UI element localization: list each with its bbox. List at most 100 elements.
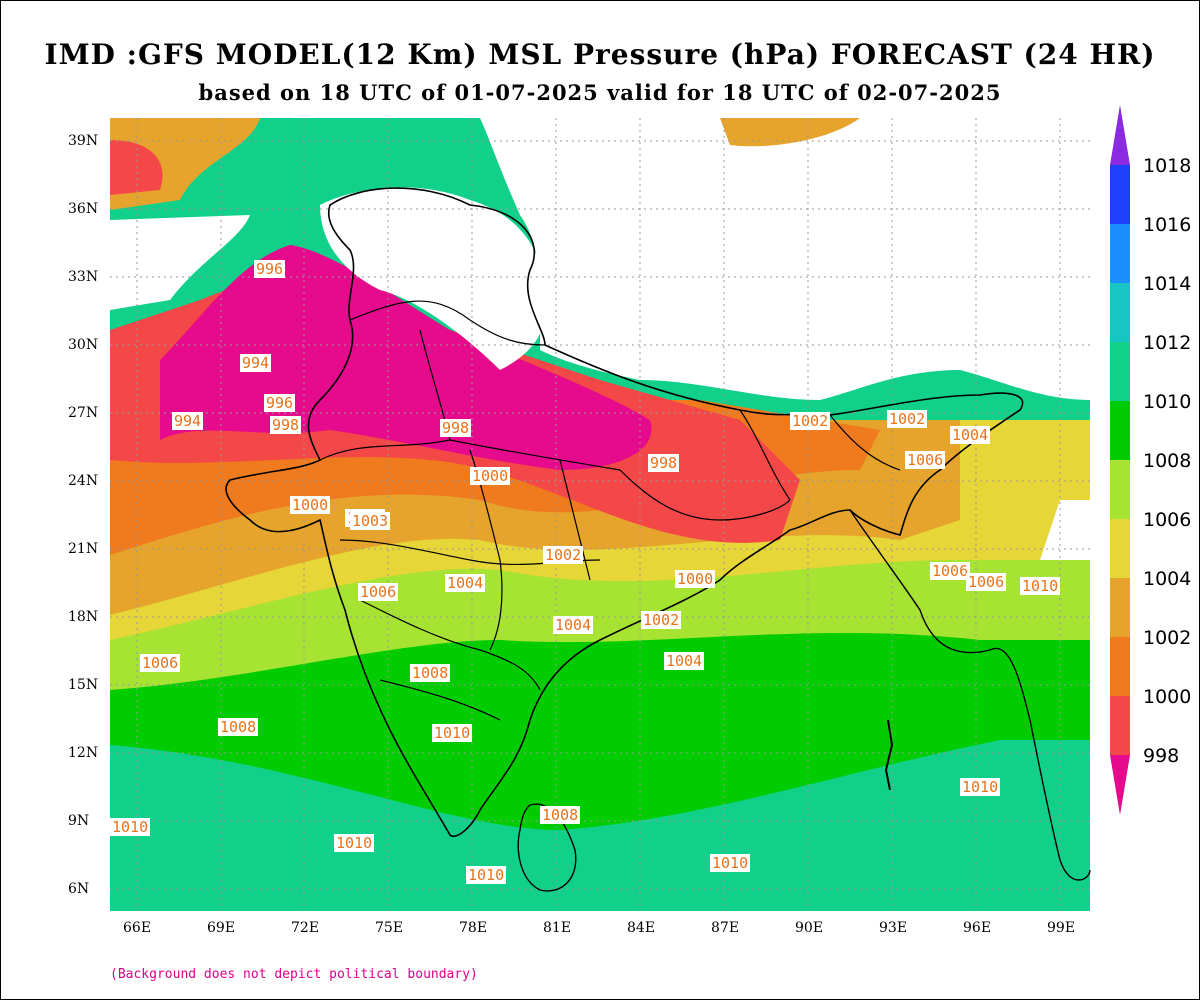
svg-text:1010: 1010 xyxy=(468,866,504,884)
contour-label: 1002 xyxy=(790,412,830,430)
svg-text:1000: 1000 xyxy=(472,467,508,485)
colorbar-segment xyxy=(1110,342,1130,401)
svg-text:1000: 1000 xyxy=(677,570,713,588)
band-below-998 xyxy=(160,245,652,470)
latitude-label: 36N xyxy=(68,201,99,217)
contour-label: 1004 xyxy=(664,652,704,670)
contour-label: 998 xyxy=(270,416,301,434)
contour-label: 1004 xyxy=(950,426,990,444)
colorbar-level-label: 1016 xyxy=(1143,214,1192,236)
colorbar-top-arrow xyxy=(1110,105,1130,165)
colorbar-level-label: 1008 xyxy=(1143,450,1192,472)
contour-labels: 994 994 996 996 998 998 998 1000 1000 1000 1002 100… xyxy=(110,260,1060,884)
map-subtitle: based on 18 UTC of 01-07-2025 valid for … xyxy=(198,80,1002,105)
svg-text:1002: 1002 xyxy=(889,410,925,428)
contour-label: 1006 xyxy=(140,654,180,672)
svg-text:1006: 1006 xyxy=(907,451,943,469)
contour-label: 1010 xyxy=(334,834,374,852)
longitude-label: 93E xyxy=(879,920,908,936)
svg-text:1010: 1010 xyxy=(712,854,748,872)
contour-label: 1002 xyxy=(641,611,681,629)
contour-label: 998 xyxy=(440,419,471,437)
longitude-label: 78E xyxy=(459,920,488,936)
contour-label: 1008 xyxy=(218,718,258,736)
svg-text:998: 998 xyxy=(442,419,469,437)
colorbar-segment xyxy=(1110,637,1130,696)
andaman-islands xyxy=(884,719,894,791)
longitude-label: 72E xyxy=(291,920,320,936)
svg-text:1010: 1010 xyxy=(336,834,372,852)
contour-label: 1008 xyxy=(410,664,450,682)
colorbar-segment xyxy=(1110,401,1130,460)
contour-label: 994 xyxy=(240,354,271,372)
svg-text:996: 996 xyxy=(266,394,293,412)
colorbar xyxy=(1110,105,1130,815)
colorbar-level-label: 1000 xyxy=(1143,686,1192,708)
svg-text:1000: 1000 xyxy=(292,496,328,514)
longitude-label: 87E xyxy=(711,920,740,936)
svg-text:1006: 1006 xyxy=(968,573,1004,591)
latitude-label: 6N xyxy=(68,881,90,897)
longitude-label: 90E xyxy=(795,920,824,936)
svg-text:998: 998 xyxy=(650,454,677,472)
svg-text:1003: 1003 xyxy=(352,512,388,530)
svg-text:1006: 1006 xyxy=(932,562,968,580)
longitude-label: 66E xyxy=(123,920,152,936)
colorbar-segment xyxy=(1110,519,1130,578)
contour-label: 1002 xyxy=(543,546,583,564)
svg-text:1006: 1006 xyxy=(142,654,178,672)
latitude-label: 30N xyxy=(68,337,99,353)
latitude-label: 21N xyxy=(68,541,99,557)
sri-lanka xyxy=(517,803,577,892)
contour-label: 1000 xyxy=(470,467,510,485)
svg-text:1002: 1002 xyxy=(545,546,581,564)
colorbar-level-label: 1010 xyxy=(1143,391,1192,413)
svg-text:1004: 1004 xyxy=(555,616,591,634)
latitude-label: 9N xyxy=(68,813,90,829)
latitude-label: 27N xyxy=(68,405,99,421)
svg-text:1004: 1004 xyxy=(447,574,483,592)
contour-label: 1006 xyxy=(966,573,1006,591)
contour-label: 1008 xyxy=(540,806,580,824)
colorbar-segment xyxy=(1110,460,1130,519)
svg-text:1008: 1008 xyxy=(542,806,578,824)
svg-text:1010: 1010 xyxy=(1022,577,1058,595)
svg-text:1002: 1002 xyxy=(643,611,679,629)
svg-text:1008: 1008 xyxy=(412,664,448,682)
colorbar-level-label: 1014 xyxy=(1143,273,1192,295)
contour-label: 1010 xyxy=(710,854,750,872)
colorbar-segment xyxy=(1110,578,1130,637)
longitude-label: 75E xyxy=(375,920,404,936)
svg-text:1010: 1010 xyxy=(962,778,998,796)
contour-label: 1010 xyxy=(1020,577,1060,595)
coastline-india xyxy=(225,187,1024,837)
colorbar-segment xyxy=(1110,224,1130,283)
contour-label: 996 xyxy=(254,260,285,278)
latitude-label: 12N xyxy=(68,745,99,761)
contour-label: 1010 xyxy=(110,818,150,836)
contour-label: 1006 xyxy=(358,583,398,601)
svg-text:994: 994 xyxy=(174,412,201,430)
contour-label: 1006 xyxy=(905,451,945,469)
colorbar-segment xyxy=(1110,696,1130,755)
svg-text:998: 998 xyxy=(272,416,299,434)
latitude-label: 33N xyxy=(68,269,99,285)
svg-text:1008: 1008 xyxy=(220,718,256,736)
contour-label: 1010 xyxy=(432,724,472,742)
svg-text:1002: 1002 xyxy=(792,412,828,430)
contour-label: 1002 xyxy=(887,410,927,428)
latitude-label: 15N xyxy=(68,677,99,693)
svg-text:1004: 1004 xyxy=(666,652,702,670)
latitude-label: 24N xyxy=(68,473,99,489)
contour-label: 1010 xyxy=(466,866,506,884)
svg-text:996: 996 xyxy=(256,260,283,278)
longitude-label: 99E xyxy=(1047,920,1076,936)
contour-label: 1004 xyxy=(445,574,485,592)
colorbar-bottom-arrow xyxy=(1110,755,1130,815)
svg-text:1010: 1010 xyxy=(112,818,148,836)
longitude-label: 69E xyxy=(207,920,236,936)
contour-label: 1010 xyxy=(960,778,1000,796)
contour-label: 994 xyxy=(172,412,203,430)
svg-text:1004: 1004 xyxy=(952,426,988,444)
